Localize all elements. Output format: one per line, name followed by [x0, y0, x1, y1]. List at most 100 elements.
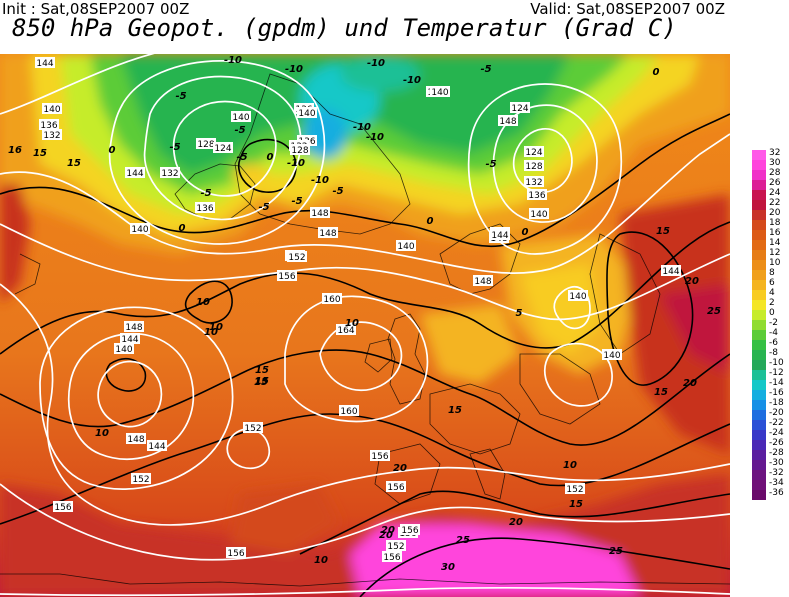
svg-text:156: 156: [387, 483, 404, 493]
svg-text:140: 140: [397, 242, 414, 252]
temperature-field: [0, 54, 730, 597]
svg-text:148: 148: [474, 277, 491, 287]
colorbar-cell: [752, 380, 766, 391]
height-label: 140: [430, 86, 450, 98]
svg-text:10: 10: [209, 322, 223, 333]
svg-text:152: 152: [288, 253, 305, 263]
colorbar-label: -34: [769, 478, 784, 488]
temperature-label: 0: [427, 216, 434, 227]
svg-text:128: 128: [291, 146, 308, 156]
temperature-label: 20: [509, 517, 523, 528]
colorbar-label: 10: [769, 258, 781, 268]
colorbar-cell: [752, 430, 766, 441]
temperature-label: 15: [255, 365, 269, 376]
colorbar-cell: [752, 400, 766, 411]
colorbar-cell: [752, 460, 766, 471]
svg-text:15: 15: [254, 377, 268, 388]
height-128: [172, 100, 277, 197]
svg-text:160: 160: [323, 295, 340, 305]
colorbar-label: -8: [769, 348, 778, 358]
svg-text:-5: -5: [200, 188, 211, 199]
svg-text:152: 152: [387, 542, 404, 552]
colorbar-label: -18: [769, 398, 784, 408]
colorbar-label: -30: [769, 458, 784, 468]
temperature-label: 0: [653, 67, 660, 78]
svg-text:140: 140: [43, 105, 60, 115]
colorbar-label: 2: [769, 298, 775, 308]
height-132: [143, 75, 302, 221]
scandinavia-outline: [439, 223, 521, 295]
svg-text:-10: -10: [366, 132, 384, 143]
temperature-label: 15: [255, 376, 269, 387]
colorbar-cell: [752, 270, 766, 281]
height-124: [512, 128, 573, 193]
svg-text:136: 136: [40, 121, 57, 131]
iberia-outline: [374, 443, 441, 505]
height-160: [284, 295, 429, 423]
height-label: 140: [297, 107, 317, 119]
colorbar-cell: [752, 420, 766, 431]
svg-text:148: 148: [499, 117, 516, 127]
height-label: 124: [213, 142, 233, 154]
temperature-label: 0: [179, 223, 186, 234]
height-148-low: [39, 306, 234, 490]
svg-text:-10: -10: [367, 58, 385, 69]
temperature-label: 15: [656, 226, 670, 237]
height-144-low: [67, 332, 195, 460]
colorbar-cell: [752, 210, 766, 221]
temperature-label: 15: [448, 405, 462, 416]
svg-text:144: 144: [126, 169, 143, 179]
svg-text:20: 20: [381, 525, 395, 536]
height-label: 156: [53, 501, 73, 513]
height-label: 148: [126, 433, 146, 445]
svg-text:152: 152: [566, 485, 583, 495]
colorbar-label: -36: [769, 488, 784, 498]
height-label: 152: [386, 540, 406, 552]
colorbar-label: 14: [769, 238, 781, 248]
svg-text:-10: -10: [403, 75, 421, 86]
svg-text:144: 144: [662, 267, 679, 277]
svg-text:156: 156: [383, 553, 400, 563]
colorbar-cell: [752, 170, 766, 181]
svg-text:15: 15: [255, 365, 269, 376]
height-label: 128: [524, 160, 544, 172]
svg-text:15: 15: [656, 226, 670, 237]
temperature-label: -10: [287, 158, 305, 169]
height-label: 132: [42, 129, 62, 141]
height-label: 140: [114, 343, 134, 355]
colorbar-label: -14: [769, 378, 784, 388]
svg-text:-10: -10: [224, 55, 242, 66]
height-label: 152: [287, 251, 307, 263]
height-label: 148: [124, 321, 144, 333]
temperature-label: -5: [175, 91, 186, 102]
colorbar-cell: [752, 480, 766, 491]
svg-text:-10: -10: [287, 158, 305, 169]
isotherm-15-east: [606, 231, 694, 386]
height-label: 148: [310, 207, 330, 219]
svg-text:152: 152: [132, 475, 149, 485]
colorbar-label: 26: [769, 178, 781, 188]
weather-map: 1441401361321281241401321441361401361401…: [0, 54, 730, 597]
svg-text:-5: -5: [480, 64, 491, 75]
height-label: 124: [524, 146, 544, 158]
height-label: 160: [322, 293, 342, 305]
isotherm-20: [299, 490, 730, 555]
init-time-label: Init : Sat,08SEP2007 00Z: [2, 0, 190, 18]
svg-text:132: 132: [161, 169, 178, 179]
svg-text:25: 25: [609, 546, 623, 557]
height-label: 156: [382, 551, 402, 563]
svg-text:136: 136: [528, 191, 545, 201]
colorbar-label: 4: [769, 288, 775, 298]
ireland-outline: [364, 338, 393, 373]
svg-text:148: 148: [125, 323, 142, 333]
svg-text:136: 136: [196, 204, 213, 214]
height-128-east: [492, 104, 598, 223]
temperature-label: 0: [267, 152, 274, 163]
temperature-label: -10: [403, 75, 421, 86]
iceland-outline: [174, 163, 256, 220]
svg-text:25: 25: [707, 306, 721, 317]
svg-text:156: 156: [278, 272, 295, 282]
svg-text:132: 132: [43, 131, 60, 141]
svg-text:0: 0: [109, 145, 116, 156]
height-label: 164: [336, 324, 356, 336]
